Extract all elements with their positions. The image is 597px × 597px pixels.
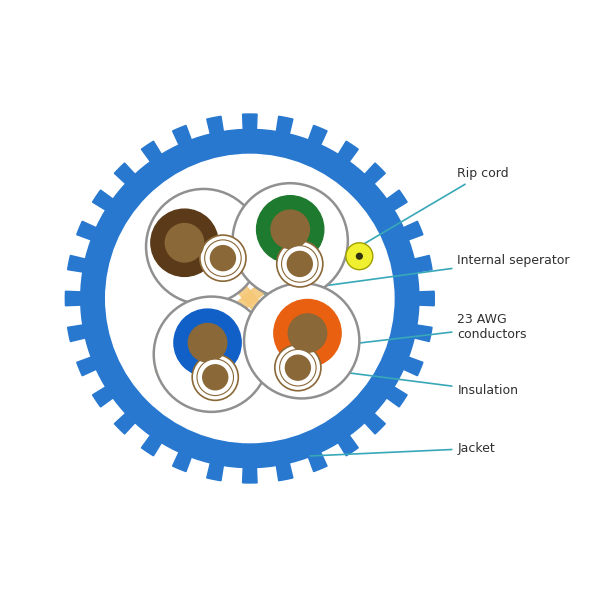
Circle shape: [154, 297, 269, 412]
Polygon shape: [242, 114, 257, 130]
Circle shape: [81, 130, 419, 467]
Polygon shape: [242, 467, 257, 483]
Polygon shape: [207, 116, 223, 134]
Circle shape: [205, 240, 241, 276]
Polygon shape: [141, 435, 161, 456]
Polygon shape: [338, 141, 358, 162]
Circle shape: [279, 349, 316, 386]
Polygon shape: [247, 218, 344, 303]
Polygon shape: [141, 141, 161, 162]
Circle shape: [192, 354, 238, 401]
Text: Jacket: Jacket: [310, 442, 495, 456]
Polygon shape: [419, 291, 434, 306]
Circle shape: [274, 300, 341, 367]
Polygon shape: [173, 452, 191, 472]
Circle shape: [106, 155, 394, 442]
Polygon shape: [67, 325, 85, 341]
Circle shape: [287, 251, 312, 276]
Polygon shape: [276, 463, 293, 481]
Polygon shape: [387, 190, 407, 210]
Text: Internal seperator: Internal seperator: [262, 254, 570, 294]
Polygon shape: [309, 125, 327, 145]
Polygon shape: [93, 387, 113, 407]
Polygon shape: [309, 452, 327, 472]
Polygon shape: [276, 116, 293, 134]
Circle shape: [271, 210, 309, 248]
Circle shape: [165, 223, 204, 262]
Polygon shape: [338, 435, 358, 456]
Polygon shape: [414, 325, 432, 341]
Polygon shape: [65, 291, 81, 306]
Circle shape: [203, 365, 227, 390]
Circle shape: [200, 235, 246, 281]
Polygon shape: [404, 357, 423, 376]
Circle shape: [288, 314, 327, 352]
Polygon shape: [155, 294, 253, 379]
Polygon shape: [77, 357, 96, 376]
Polygon shape: [67, 256, 85, 272]
Text: Insulation: Insulation: [341, 372, 518, 397]
Circle shape: [151, 209, 218, 276]
Circle shape: [174, 309, 241, 376]
Polygon shape: [115, 163, 135, 184]
Circle shape: [277, 241, 323, 287]
Polygon shape: [246, 295, 331, 393]
Circle shape: [275, 344, 321, 391]
Polygon shape: [93, 190, 113, 210]
Polygon shape: [404, 221, 423, 240]
Circle shape: [244, 283, 359, 398]
Circle shape: [146, 189, 261, 304]
Text: 23 AWG
conductors: 23 AWG conductors: [316, 313, 527, 348]
Polygon shape: [77, 221, 96, 240]
Circle shape: [210, 245, 235, 270]
Circle shape: [285, 355, 310, 380]
Polygon shape: [365, 413, 385, 434]
Circle shape: [356, 253, 362, 259]
Polygon shape: [115, 413, 135, 434]
Circle shape: [257, 196, 324, 263]
Circle shape: [346, 243, 373, 270]
Polygon shape: [169, 204, 254, 302]
Polygon shape: [173, 125, 191, 145]
Polygon shape: [207, 463, 223, 481]
Circle shape: [282, 245, 318, 282]
Polygon shape: [414, 256, 432, 272]
Text: Rip cord: Rip cord: [362, 167, 509, 245]
Circle shape: [188, 324, 227, 362]
Polygon shape: [387, 387, 407, 407]
Polygon shape: [365, 163, 385, 184]
Circle shape: [233, 183, 348, 298]
Circle shape: [197, 359, 233, 396]
